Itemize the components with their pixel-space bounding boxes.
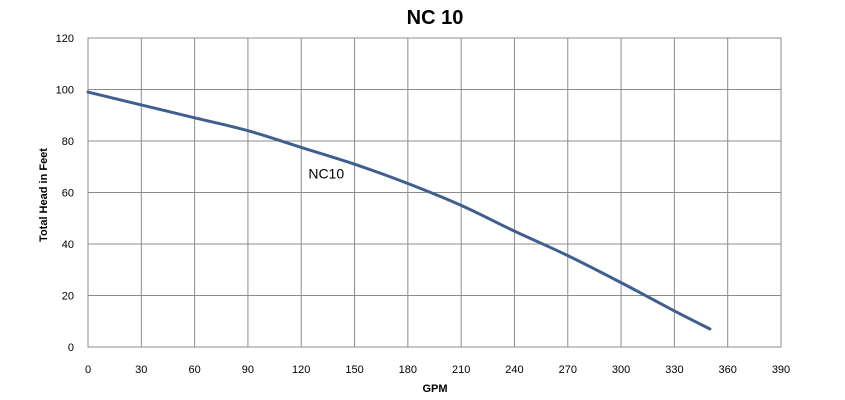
y-axis-label: Total Head in Feet	[38, 148, 50, 242]
y-tick-label: 60	[62, 188, 74, 200]
x-axis-ticks: 0 30 60 90 120 150 180 210 240 270 300 330 360 390	[85, 364, 790, 376]
x-tick-label: 390	[772, 364, 790, 376]
y-tick-label: 20	[62, 291, 74, 303]
series-label: NC10	[308, 165, 344, 181]
series-line-nc10	[86, 90, 712, 331]
y-tick-label: 80	[62, 136, 74, 148]
y-tick-label: 120	[56, 33, 74, 45]
x-tick-label: 330	[665, 364, 683, 376]
x-tick-label: 360	[719, 364, 737, 376]
x-tick-label: 120	[292, 364, 310, 376]
plot-frame	[87, 37, 782, 348]
x-tick-label: 0	[85, 364, 91, 376]
x-tick-label: 300	[612, 364, 630, 376]
x-tick-label: 240	[505, 364, 523, 376]
x-axis-label: GPM	[422, 383, 447, 395]
y-tick-label: 0	[68, 342, 74, 354]
x-tick-label: 90	[242, 364, 254, 376]
x-tick-label: 150	[345, 364, 363, 376]
x-tick-label: 60	[188, 364, 200, 376]
x-tick-label: 270	[559, 364, 577, 376]
y-axis-ticks: 0 20 40 60 80 100 120	[56, 33, 74, 354]
y-tick-label: 100	[56, 85, 74, 97]
x-tick-label: 180	[399, 364, 417, 376]
x-tick-label: 210	[452, 364, 470, 376]
series-layer: NC10	[86, 90, 712, 331]
y-tick-label: 40	[62, 239, 74, 251]
x-tick-label: 30	[135, 364, 147, 376]
chart-title: NC 10	[407, 7, 464, 29]
